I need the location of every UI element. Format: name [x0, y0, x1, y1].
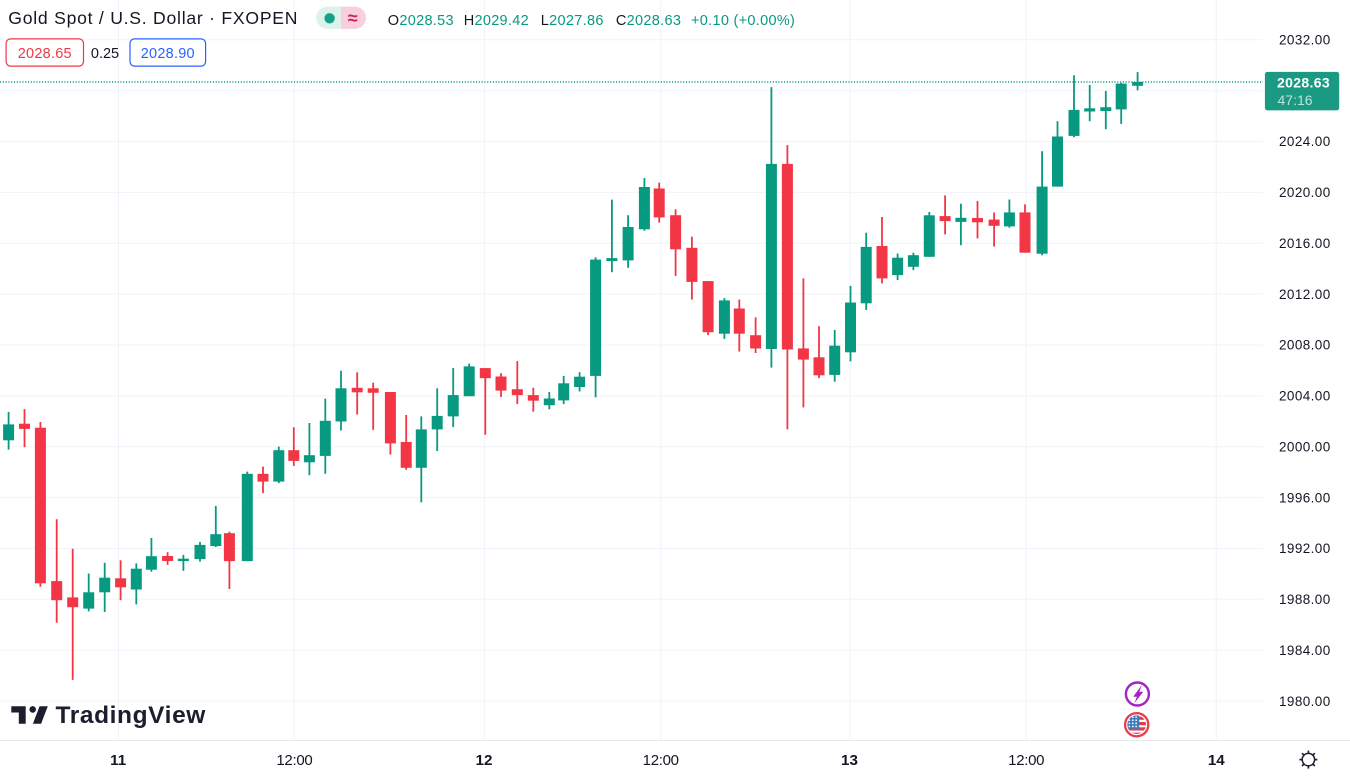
svg-text:2016.00: 2016.00: [1279, 236, 1331, 251]
svg-text:12:00: 12:00: [276, 752, 312, 769]
svg-text:2028.63: 2028.63: [1277, 75, 1330, 91]
svg-text:2028.65: 2028.65: [18, 46, 72, 62]
svg-text:13: 13: [841, 752, 858, 769]
svg-text:2000.00: 2000.00: [1279, 439, 1331, 454]
svg-text:12:00: 12:00: [1008, 752, 1044, 769]
svg-text:2020.00: 2020.00: [1279, 185, 1331, 200]
svg-text:2004.00: 2004.00: [1279, 389, 1331, 404]
svg-text:1980.00: 1980.00: [1279, 694, 1331, 709]
svg-text:11: 11: [110, 752, 127, 769]
svg-text:12: 12: [476, 752, 493, 769]
svg-text:TradingView: TradingView: [56, 702, 207, 729]
svg-text:47:16: 47:16: [1278, 92, 1313, 108]
svg-text:≈: ≈: [348, 8, 358, 28]
svg-text:12:00: 12:00: [643, 752, 679, 769]
svg-text:2032.00: 2032.00: [1279, 33, 1331, 48]
svg-text:2012.00: 2012.00: [1279, 287, 1331, 302]
svg-text:1984.00: 1984.00: [1279, 643, 1331, 658]
svg-text:1996.00: 1996.00: [1279, 490, 1331, 505]
svg-text:2008.00: 2008.00: [1279, 338, 1331, 353]
svg-text:0.25: 0.25: [91, 46, 119, 62]
svg-text:Gold Spot / U.S. Dollar · FXOP: Gold Spot / U.S. Dollar · FXOPEN: [8, 8, 298, 28]
svg-text:1988.00: 1988.00: [1279, 592, 1331, 607]
svg-text:14: 14: [1208, 752, 1225, 769]
svg-text:2028.90: 2028.90: [141, 46, 195, 62]
svg-text:2024.00: 2024.00: [1279, 134, 1331, 149]
svg-text:1992.00: 1992.00: [1279, 541, 1331, 556]
